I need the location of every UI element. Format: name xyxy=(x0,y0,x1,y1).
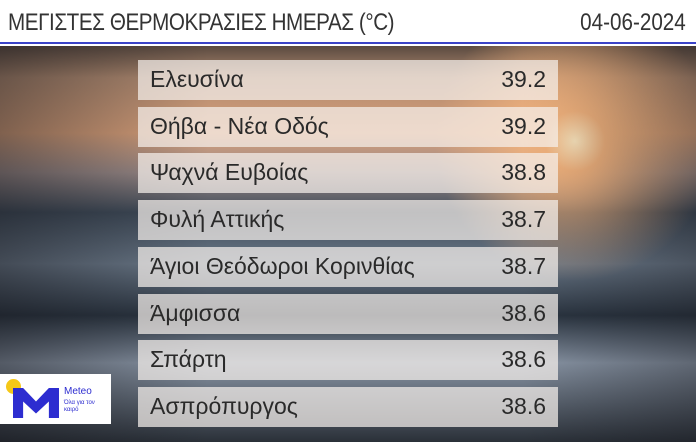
table-row: Φυλή Αττικής 38.7 xyxy=(138,200,558,241)
station-name: Θήβα - Νέα Οδός xyxy=(150,112,329,139)
table-row: Ελευσίνα 39.2 xyxy=(138,60,558,100)
temperature-value: 38.7 xyxy=(501,206,546,233)
page-title: ΜΕΓΙΣΤΕΣ ΘΕΡΜΟΚΡΑΣΙΕΣ ΗΜΕΡΑΣ (°C) xyxy=(8,9,395,36)
table-row: Σπάρτη 38.6 xyxy=(138,340,558,381)
station-name: Ασπρόπυργος xyxy=(150,392,298,419)
table-row: Άμφισσα 38.6 xyxy=(138,293,558,334)
station-name: Σπάρτη xyxy=(150,346,227,373)
meteo-logo: Meteo Όλα για τον καιρό xyxy=(0,374,111,424)
date-label: 04-06-2024 xyxy=(580,9,686,36)
temperature-value: 38.6 xyxy=(501,299,546,326)
header: ΜΕΓΙΣΤΕΣ ΘΕΡΜΟΚΡΑΣΙΕΣ ΗΜΕΡΑΣ (°C) 04-06-… xyxy=(0,0,696,44)
m-logo-icon xyxy=(13,388,59,418)
temperature-value: 38.7 xyxy=(501,252,546,279)
temperature-value: 39.2 xyxy=(501,66,546,92)
temperature-value: 38.6 xyxy=(501,392,546,419)
logo-tagline: Όλα για τον καιρό xyxy=(64,400,95,413)
station-name: Άμφισσα xyxy=(150,299,241,326)
table-row: Ασπρόπυργος 38.6 xyxy=(138,386,558,427)
table-row: Ψαχνά Ευβοίας 38.8 xyxy=(138,153,558,194)
station-name: Άγιοι Θεόδωροι Κορινθίας xyxy=(150,252,415,279)
logo-brand: Meteo xyxy=(64,386,92,397)
station-name: Ψαχνά Ευβοίας xyxy=(150,159,309,186)
station-name: Ελευσίνα xyxy=(150,66,244,92)
temperature-value: 38.6 xyxy=(501,346,546,373)
station-name: Φυλή Αττικής xyxy=(150,206,285,233)
temperature-value: 39.2 xyxy=(501,112,546,139)
table-row: Θήβα - Νέα Οδός 39.2 xyxy=(138,106,558,147)
temperature-value: 38.8 xyxy=(501,159,546,186)
table-row: Άγιοι Θεόδωροι Κορινθίας 38.7 xyxy=(138,246,558,287)
